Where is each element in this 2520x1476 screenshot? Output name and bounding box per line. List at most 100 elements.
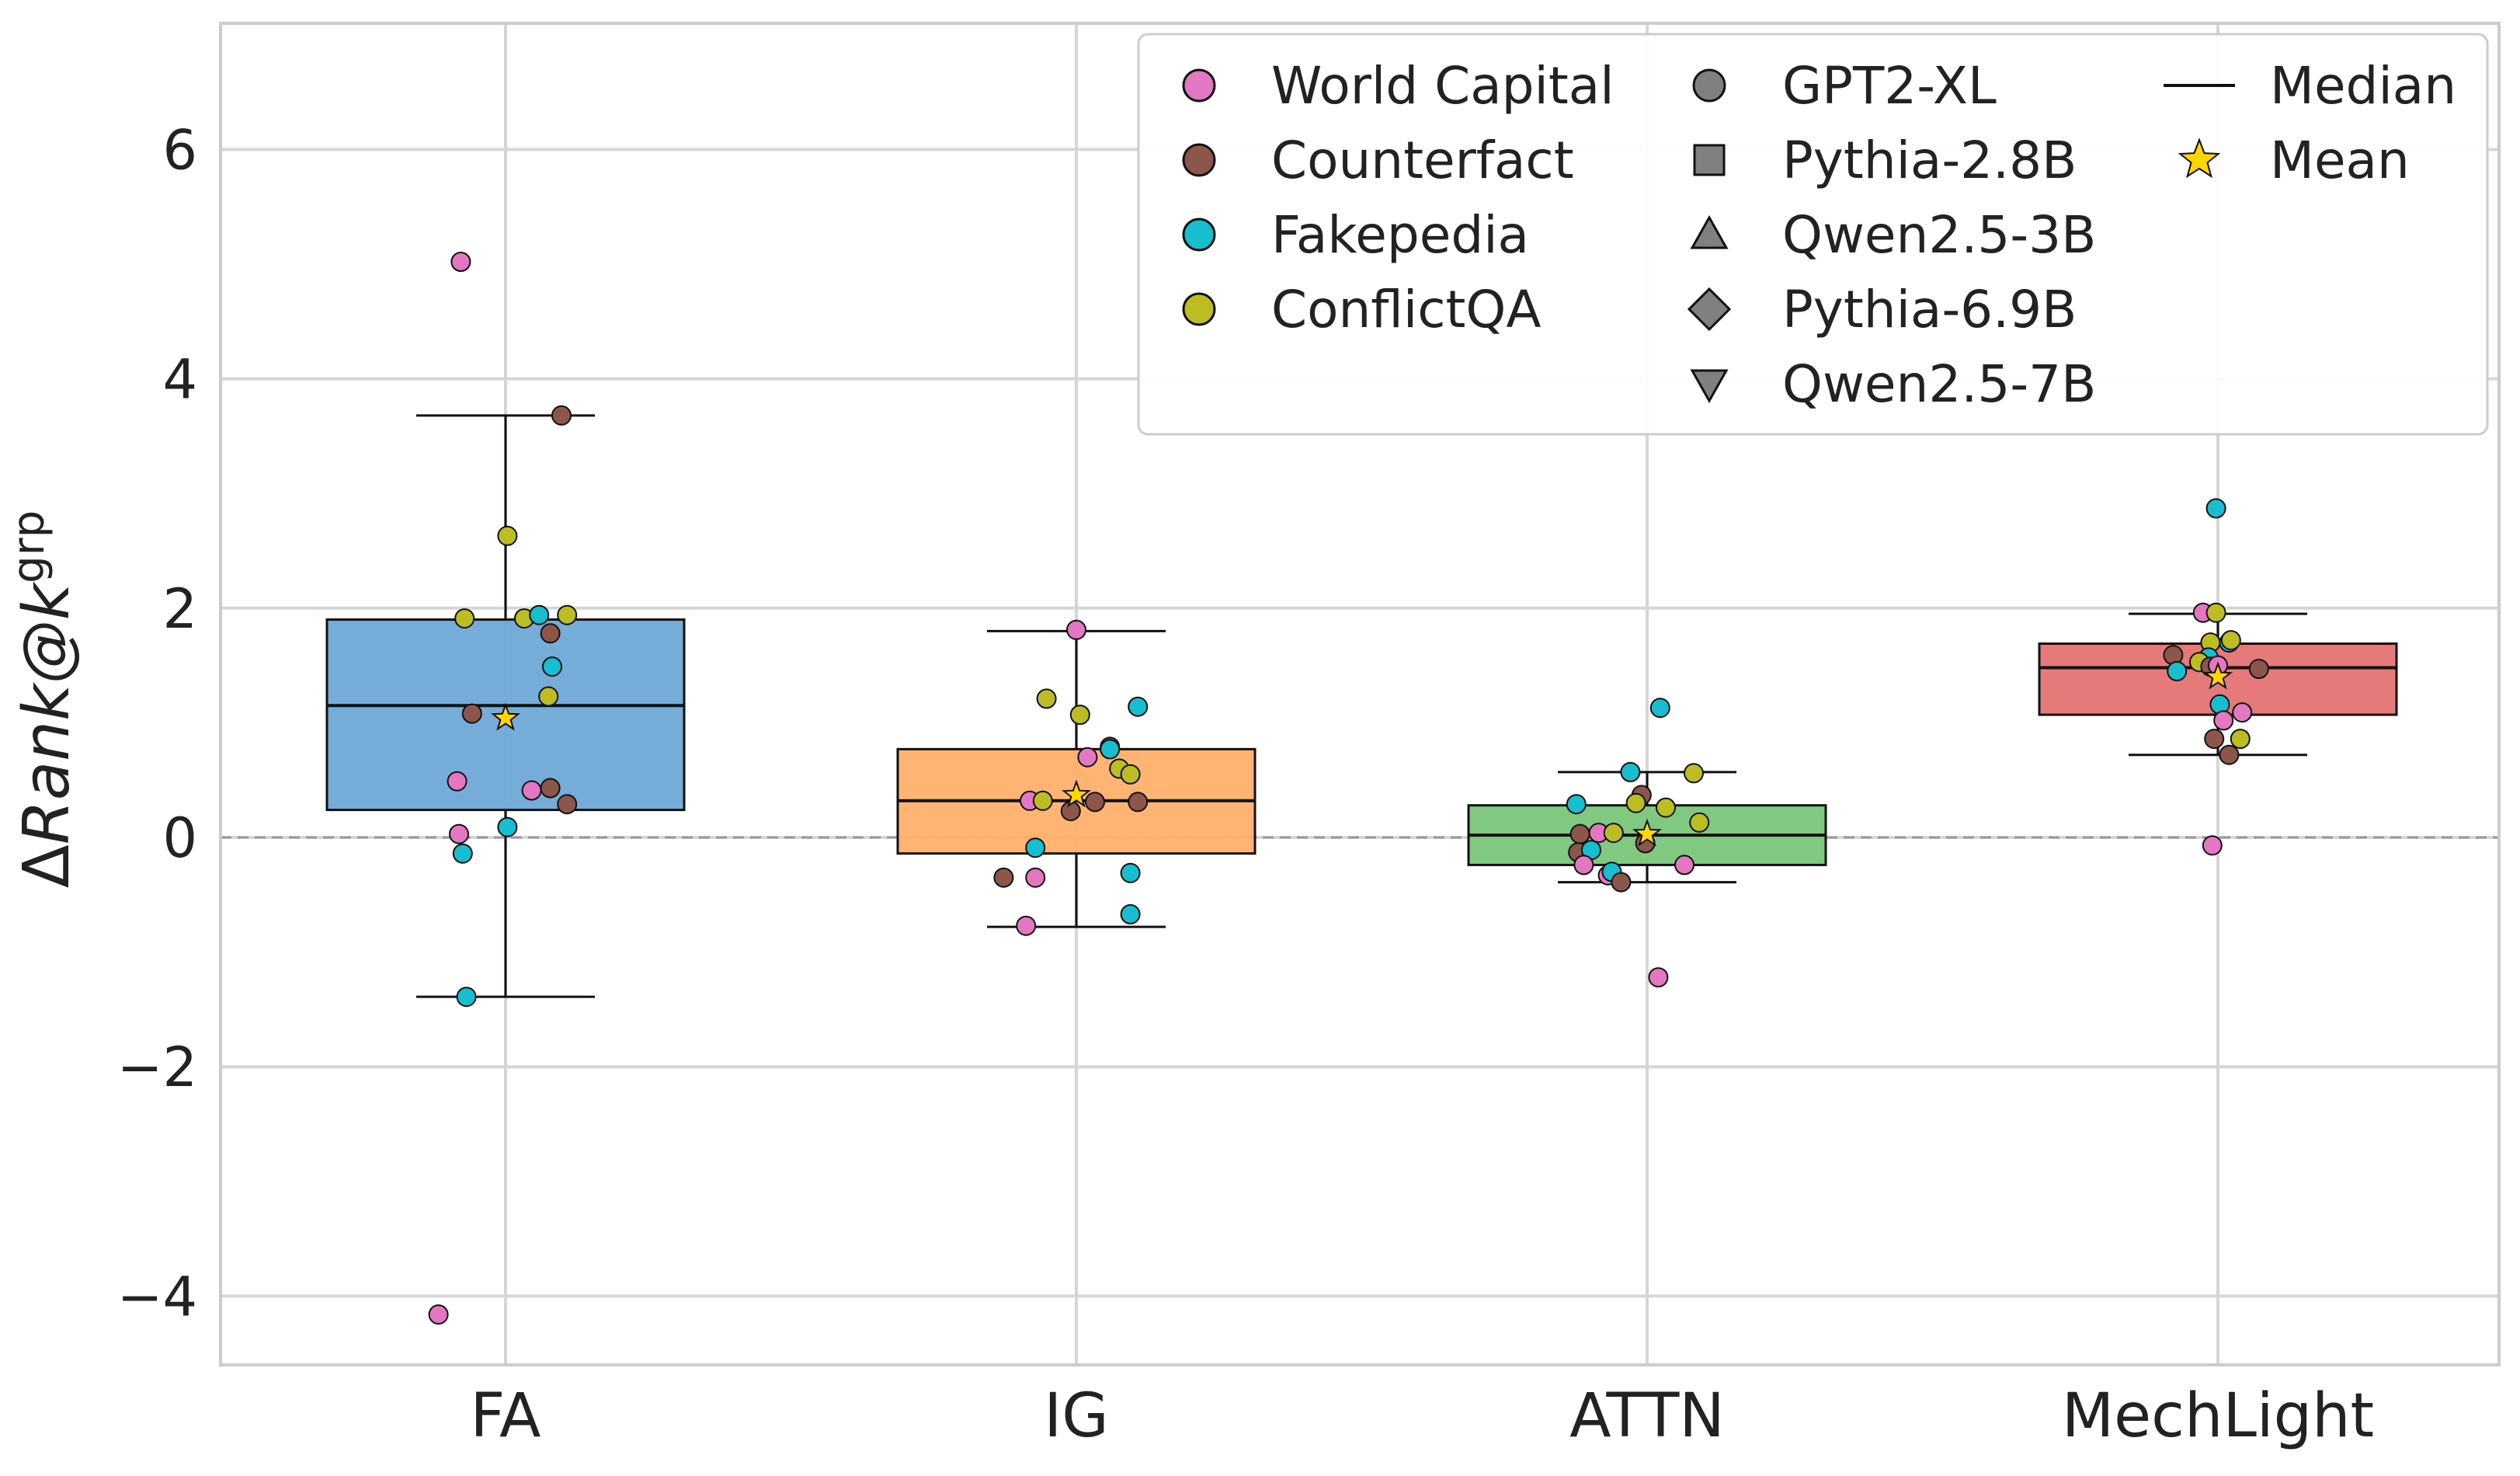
- data-point: [456, 987, 477, 1008]
- data-point: [461, 703, 482, 724]
- data-point: [1032, 790, 1053, 811]
- legend-dataset-label: World Capital: [1271, 56, 1615, 116]
- y-axis-title-superscript: grp: [4, 510, 54, 583]
- data-point: [497, 525, 518, 546]
- y-tick-label: 4: [162, 348, 197, 412]
- data-point: [447, 771, 468, 792]
- data-point: [529, 604, 550, 625]
- data-point: [2232, 702, 2253, 723]
- x-tick-label: FA: [470, 1381, 540, 1451]
- legend-dataset-marker-icon: [1182, 143, 1216, 177]
- y-tick-label: 0: [162, 806, 197, 870]
- data-point: [993, 867, 1014, 888]
- data-point: [1620, 761, 1641, 782]
- legend-model-label: Pythia-6.9B: [1782, 280, 2077, 339]
- x-tick-label: IG: [1044, 1381, 1108, 1451]
- data-point: [1066, 619, 1086, 640]
- data-point: [1649, 698, 1670, 719]
- square-icon: [1693, 144, 1726, 176]
- legend-dataset-label: ConflictQA: [1271, 280, 1541, 339]
- triangle-up-icon: [1690, 214, 1729, 249]
- data-point: [538, 686, 559, 707]
- data-point: [1036, 688, 1057, 709]
- legend-model-label: GPT2-XL: [1782, 56, 1997, 116]
- data-point: [1674, 855, 1694, 876]
- data-point: [452, 843, 473, 864]
- data-point: [1016, 915, 1037, 936]
- data-point: [450, 252, 471, 272]
- data-point: [1025, 867, 1046, 888]
- mean-marker: [2203, 661, 2233, 690]
- data-point: [1569, 823, 1590, 844]
- legend-stat-label: Median: [2270, 56, 2456, 116]
- legend-dataset-label: Fakepedia: [1271, 205, 1529, 265]
- plot-frame: [219, 22, 2501, 1366]
- data-point: [1069, 705, 1090, 726]
- y-tick-label: −2: [117, 1036, 197, 1099]
- star-icon: [2178, 138, 2221, 179]
- data-point: [521, 780, 542, 801]
- data-point: [1100, 739, 1121, 760]
- legend-dataset-marker-icon: [1182, 68, 1216, 103]
- data-point: [551, 405, 572, 426]
- data-point: [1120, 764, 1141, 785]
- mean-marker: [1632, 818, 1662, 847]
- y-tick-label: −4: [117, 1265, 197, 1328]
- legend-box: [1137, 33, 2489, 436]
- data-point: [2219, 744, 2240, 765]
- data-point: [2205, 498, 2226, 519]
- points: [428, 252, 2269, 1325]
- legend-stat-label: Mean: [2270, 131, 2410, 190]
- data-point: [1603, 823, 1624, 844]
- data-point: [1128, 792, 1149, 813]
- y-tick-labels: −4 −2 0 2 4 6: [117, 118, 197, 1328]
- y-axis-title: ΔRank@kgrp: [4, 510, 84, 888]
- y-tick-label: 6: [162, 118, 197, 182]
- data-point: [497, 816, 518, 837]
- mean-marker: [491, 702, 520, 731]
- legend-model-label: Pythia-2.8B: [1782, 131, 2077, 190]
- data-point: [428, 1304, 449, 1325]
- mean-marker: [1062, 779, 1091, 808]
- data-point: [542, 656, 562, 677]
- data-point: [2205, 602, 2226, 623]
- y-axis-title-prefix: Δ: [10, 844, 84, 888]
- data-point: [2202, 835, 2223, 856]
- y-axis-title-main: Rank@k: [10, 580, 84, 844]
- y-axis-label: ΔRank@kgrp: [4, 510, 84, 888]
- legend-dataset-marker-icon: [1182, 292, 1216, 326]
- data-point: [557, 794, 578, 815]
- x-tick-label: MechLight: [2062, 1381, 2374, 1451]
- means: [491, 661, 2233, 847]
- data-point: [1656, 797, 1676, 818]
- legend: World Capital Counterfact Fakepedia Conflic…: [1137, 33, 2489, 436]
- data-point: [2220, 630, 2241, 651]
- data-point: [1573, 855, 1594, 876]
- data-point: [540, 778, 561, 799]
- data-point: [2248, 659, 2269, 679]
- triangle-down-icon: [1690, 369, 1729, 404]
- data-point: [1077, 747, 1098, 768]
- y-tick-label: 2: [162, 577, 197, 641]
- data-point: [1085, 792, 1105, 813]
- data-point: [557, 604, 578, 625]
- box-fa: [325, 414, 686, 998]
- data-point: [1120, 862, 1141, 883]
- data-point: [1689, 812, 1710, 833]
- data-point: [1566, 794, 1587, 815]
- data-point: [1684, 763, 1704, 784]
- data-point: [2213, 710, 2234, 731]
- circle-icon: [1692, 68, 1726, 103]
- data-point: [2230, 729, 2251, 750]
- data-point: [1120, 903, 1141, 924]
- legend-model-label: Qwen2.5-7B: [1782, 354, 2096, 414]
- data-point: [454, 608, 475, 629]
- data-point: [1648, 967, 1669, 988]
- legend-model-label: Qwen2.5-3B: [1782, 205, 2096, 265]
- x-tick-labels: FA IG ATTN MechLight: [470, 1381, 2374, 1451]
- data-point: [1025, 837, 1046, 858]
- data-point: [2167, 661, 2188, 681]
- data-point: [2204, 729, 2225, 750]
- diamond-icon: [1687, 287, 1732, 332]
